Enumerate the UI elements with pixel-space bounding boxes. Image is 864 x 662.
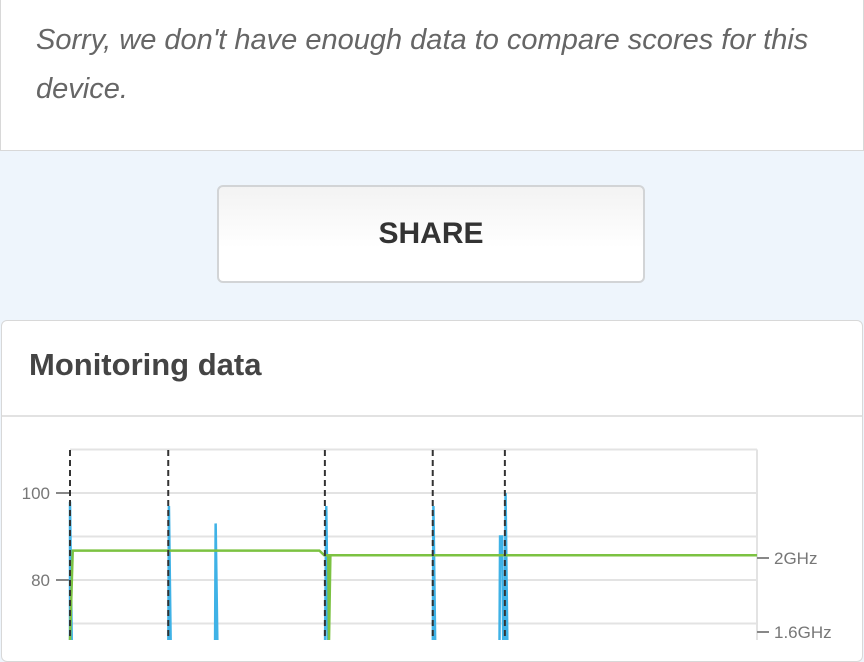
right-tick-label: 1.6GHz: [774, 623, 832, 640]
right-tick-label: 2GHz: [774, 549, 817, 568]
frequency-series-line: [68, 549, 757, 640]
monitoring-chart: 100 80 2GHz 1.6GHz: [22, 448, 832, 640]
divider: [2, 415, 862, 417]
no-data-card: Sorry, we don't have enough data to comp…: [0, 0, 864, 151]
left-tick-label: 80: [31, 571, 50, 590]
share-button[interactable]: SHARE: [217, 185, 645, 283]
left-tick-label: 100: [22, 484, 50, 503]
no-data-message: Sorry, we don't have enough data to comp…: [36, 24, 809, 105]
score-series-line: [68, 492, 509, 640]
monitoring-title: Monitoring data: [29, 347, 262, 382]
